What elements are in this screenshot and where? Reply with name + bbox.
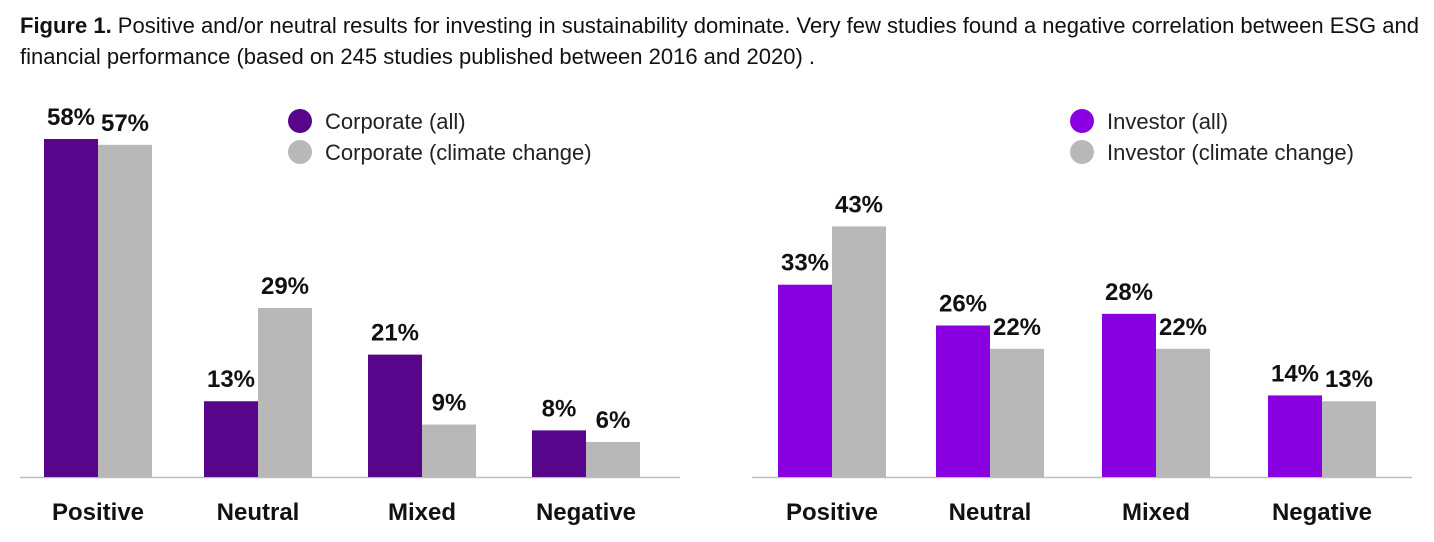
investor-category-label-mixed: Mixed [1122,499,1190,526]
corporate-legend-marker-s1 [288,109,312,133]
figure-caption-label: Figure 1. [20,13,112,38]
corporate-legend-label-s1: Corporate (all) [325,109,466,134]
corporate-chart: 58% 57% Positive 13% 29% Neutral 21% 9% Mixed 8% 6… [20,104,680,526]
investor-bar-positive-s2 [832,226,886,477]
investor-legend-label-s2: Investor (climate change) [1107,140,1354,165]
corporate-value-label-positive-s1: 58% [47,104,95,131]
investor-legend-marker-s1 [1070,109,1094,133]
corporate-category-label-positive: Positive [52,499,144,526]
corporate-value-label-neutral-s1: 13% [207,366,255,393]
corporate-bar-negative-s1 [532,430,586,477]
investor-legend-label-s1: Investor (all) [1107,109,1228,134]
corporate-bar-positive-s1 [44,139,98,477]
corporate-value-label-negative-s1: 8% [542,395,577,422]
investor-value-label-positive-s2: 43% [835,191,883,218]
investor-legend-marker-s2 [1070,140,1094,164]
investor-bar-neutral-s1 [936,325,990,477]
corporate-bar-mixed-s2 [422,424,476,477]
figure-caption: Figure 1. Positive and/or neutral result… [20,10,1420,72]
investor-value-label-mixed-s1: 28% [1105,279,1153,306]
investor-bar-negative-s2 [1322,401,1376,477]
investor-bar-positive-s1 [778,284,832,477]
corporate-category-label-neutral: Neutral [217,499,300,526]
corporate-category-label-mixed: Mixed [388,499,456,526]
corporate-value-label-mixed-s2: 9% [432,390,467,417]
investor-bar-mixed-s2 [1156,348,1210,477]
corporate-bar-neutral-s2 [258,308,312,477]
corporate-bar-mixed-s1 [368,354,422,477]
investor-category-label-negative: Negative [1272,499,1372,526]
investor-value-label-negative-s2: 13% [1325,366,1373,393]
investor-value-label-negative-s1: 14% [1271,360,1319,387]
corporate-legend-marker-s2 [288,140,312,164]
corporate-legend-label-s2: Corporate (climate change) [325,140,592,165]
investor-value-label-neutral-s2: 22% [993,314,1041,341]
investor-chart: 33%43%Positive26%22%Neutral28%22%Mixed14… [752,109,1412,526]
investor-bar-neutral-s2 [990,348,1044,477]
investor-bar-mixed-s1 [1102,313,1156,477]
corporate-value-label-positive-s2: 57% [101,110,149,137]
investor-category-label-neutral: Neutral [949,499,1032,526]
investor-bar-negative-s1 [1268,395,1322,477]
investor-value-label-neutral-s1: 26% [939,290,987,317]
corporate-bar-neutral-s1 [204,401,258,477]
corporate-bar-negative-s2 [586,442,640,477]
investor-category-label-positive: Positive [786,499,878,526]
figure-caption-text: Positive and/or neutral results for inve… [20,13,1419,69]
investor-value-label-positive-s1: 33% [781,250,829,277]
corporate-value-label-negative-s2: 6% [596,407,631,434]
corporate-bar-positive-s2 [98,144,152,478]
corporate-value-label-mixed-s1: 21% [371,320,419,347]
investor-value-label-mixed-s2: 22% [1159,314,1207,341]
corporate-value-label-neutral-s2: 29% [261,273,309,300]
corporate-category-label-negative: Negative [536,499,636,526]
